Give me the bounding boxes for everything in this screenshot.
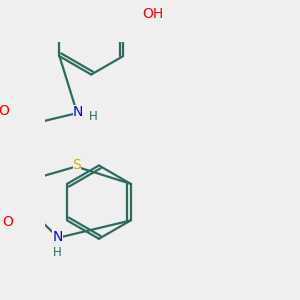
Text: O: O <box>0 104 9 118</box>
Text: H: H <box>53 246 62 259</box>
Text: N: N <box>73 105 83 119</box>
Text: N: N <box>52 230 63 244</box>
Text: S: S <box>73 158 81 172</box>
Text: OH: OH <box>142 8 164 21</box>
Text: O: O <box>2 215 14 229</box>
Text: H: H <box>89 110 98 123</box>
